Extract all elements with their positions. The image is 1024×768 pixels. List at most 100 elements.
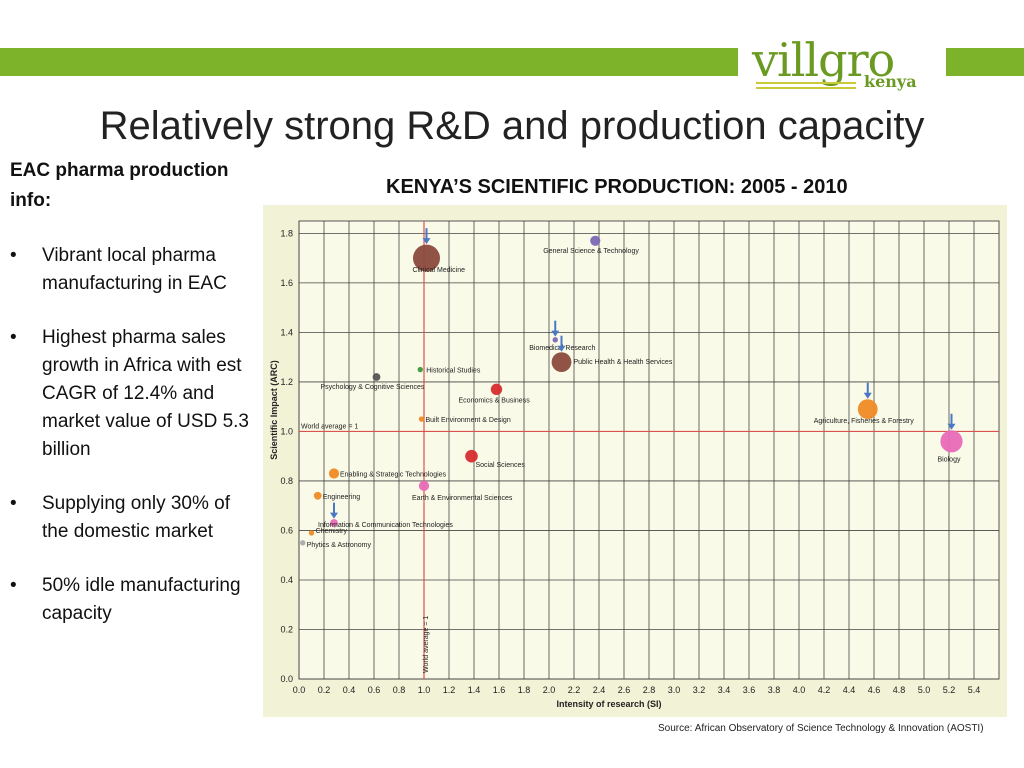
data-point: [418, 480, 430, 491]
x-tick-label: 5.4: [968, 685, 981, 695]
villgro-logo: villgro kenya: [738, 34, 946, 96]
data-point-label: Information & Communication Technologies: [318, 522, 453, 529]
bullet-dot-icon: •: [10, 575, 17, 596]
reference-label-horizontal: World average = 1: [301, 423, 358, 430]
slide-title: Relatively strong R&D and production cap…: [99, 104, 925, 148]
data-point-label: Historical Studies: [426, 368, 481, 375]
data-point: [372, 373, 381, 381]
data-point-label: Economics & Business: [459, 397, 531, 404]
arrow-down-icon: [551, 330, 560, 337]
data-point-label: Agriculture, Fisheries & Forestry: [814, 418, 914, 425]
x-tick-label: 5.0: [918, 685, 931, 695]
x-tick-label: 4.4: [843, 685, 856, 695]
x-tick-label: 2.8: [643, 685, 656, 695]
reference-label-vertical: World average = 1: [423, 616, 430, 673]
data-point: [413, 244, 440, 272]
data-point: [308, 530, 315, 536]
data-point: [330, 519, 338, 527]
x-tick-label: 5.2: [943, 685, 956, 695]
x-tick-label: 2.0: [543, 685, 556, 695]
bullet-text: 50% idle manufacturing capacity: [42, 575, 241, 624]
arrow-down-icon: [330, 512, 338, 519]
data-point: [417, 366, 423, 373]
data-point-label: Clinical Medicine: [413, 267, 466, 274]
y-tick-label: 1.8: [280, 228, 293, 238]
logo-brand: villgro: [752, 33, 895, 87]
x-tick-label: 3.8: [768, 685, 781, 695]
x-tick-label: 1.4: [468, 685, 481, 695]
bullet-item: • Supplying only 30% of the domestic mark…: [10, 490, 260, 546]
bullet-item: • Highest pharma sales growth in Africa w…: [10, 324, 260, 464]
x-tick-label: 2.6: [618, 685, 631, 695]
bullet-item: • Vibrant local pharma manufacturing in E…: [10, 242, 260, 298]
y-tick-label: 1.6: [280, 278, 293, 288]
y-tick-label: 0.0: [280, 674, 293, 684]
logo-sub: kenya: [864, 72, 917, 91]
top-band-left: [0, 48, 738, 76]
x-tick-label: 3.6: [743, 685, 756, 695]
bullet-dot-icon: •: [10, 245, 17, 266]
y-tick-label: 0.4: [280, 575, 293, 585]
x-tick-label: 1.6: [493, 685, 506, 695]
bullet-list: • Vibrant local pharma manufacturing in E…: [10, 242, 260, 654]
data-point: [328, 468, 340, 479]
x-tick-label: 0.8: [393, 685, 406, 695]
y-tick-label: 1.2: [280, 377, 293, 387]
chart-title: KENYA’S SCIENTIFIC PRODUCTION: 2005 - 20…: [386, 176, 848, 198]
data-point: [465, 449, 478, 463]
x-tick-label: 3.0: [668, 685, 681, 695]
arrow-down-icon: [557, 345, 566, 352]
x-axis-label: Intensity of research (SI): [556, 699, 661, 709]
x-tick-label: 3.4: [718, 685, 731, 695]
data-point: [552, 337, 558, 343]
logo-line-1: [756, 82, 856, 84]
bullet-dot-icon: •: [10, 327, 17, 348]
x-tick-label: 4.8: [893, 685, 906, 695]
scatter-chart: 0.0 0.2 0.4 0.6 0.8 1.0 1.2 1.4 1.6 1.8 2.0 2.2 2.4 2…: [269, 220, 1000, 709]
data-point: [857, 399, 878, 420]
logo-line-2: [756, 87, 856, 89]
data-point-label: Psychology & Cognitive Sciences: [321, 384, 425, 391]
data-point: [418, 416, 425, 422]
y-tick-label: 0.6: [280, 525, 293, 535]
x-tick-label: 0.2: [318, 685, 331, 695]
data-point-label: Social Sciences: [476, 462, 526, 469]
x-tick-label: 1.2: [443, 685, 456, 695]
arrow-down-icon: [947, 423, 956, 430]
y-tick-label: 0.8: [280, 476, 293, 486]
x-tick-label: 4.6: [868, 685, 881, 695]
x-tick-label: 4.2: [818, 685, 831, 695]
y-tick-label: 0.2: [280, 624, 293, 634]
data-point: [940, 430, 963, 453]
data-point: [313, 491, 322, 500]
data-point-label: Built Environment & Design: [426, 417, 511, 424]
x-tick-label: 0.4: [343, 685, 356, 695]
y-axis-label: Scientific Impact (ARC): [269, 360, 279, 460]
y-tick-label: 1.0: [280, 426, 293, 436]
chart-container: 0.0 0.2 0.4 0.6 0.8 1.0 1.2 1.4 1.6 1.8 2.0 2.2 2.4 2…: [263, 205, 1007, 717]
data-point-label: Enabling & Strategic Technologies: [340, 472, 447, 479]
x-tick-label: 2.4: [593, 685, 606, 695]
x-tick-label: 2.2: [568, 685, 581, 695]
x-tick-label: 0.0: [293, 685, 306, 695]
data-point-label: Earth & Environmental Sciences: [412, 495, 513, 502]
x-tick-label: 0.6: [368, 685, 381, 695]
source-note: Source: African Observatory of Science T…: [658, 723, 984, 734]
left-heading: EAC pharma production info:: [10, 160, 229, 211]
data-point-label: Engineering: [323, 494, 360, 501]
arrow-down-icon: [863, 392, 872, 399]
data-point: [551, 352, 572, 373]
data-point-label: Phytics & Astronomy: [307, 542, 372, 549]
data-point-label: Chemistry: [316, 528, 348, 535]
data-point-label: Biology: [938, 456, 961, 463]
bullet-text: Vibrant local pharma manufacturing in EA…: [42, 245, 227, 294]
bullet-item: • 50% idle manufacturing capacity: [10, 572, 260, 628]
x-tick-label: 3.2: [693, 685, 706, 695]
data-point: [590, 235, 601, 246]
top-band-right: [946, 48, 1024, 76]
data-point-label: Public Health & Health Services: [574, 359, 673, 366]
x-tick-label: 1.8: [518, 685, 531, 695]
arrow-down-icon: [422, 238, 431, 245]
x-tick-label: 4.0: [793, 685, 806, 695]
data-point: [490, 383, 503, 396]
